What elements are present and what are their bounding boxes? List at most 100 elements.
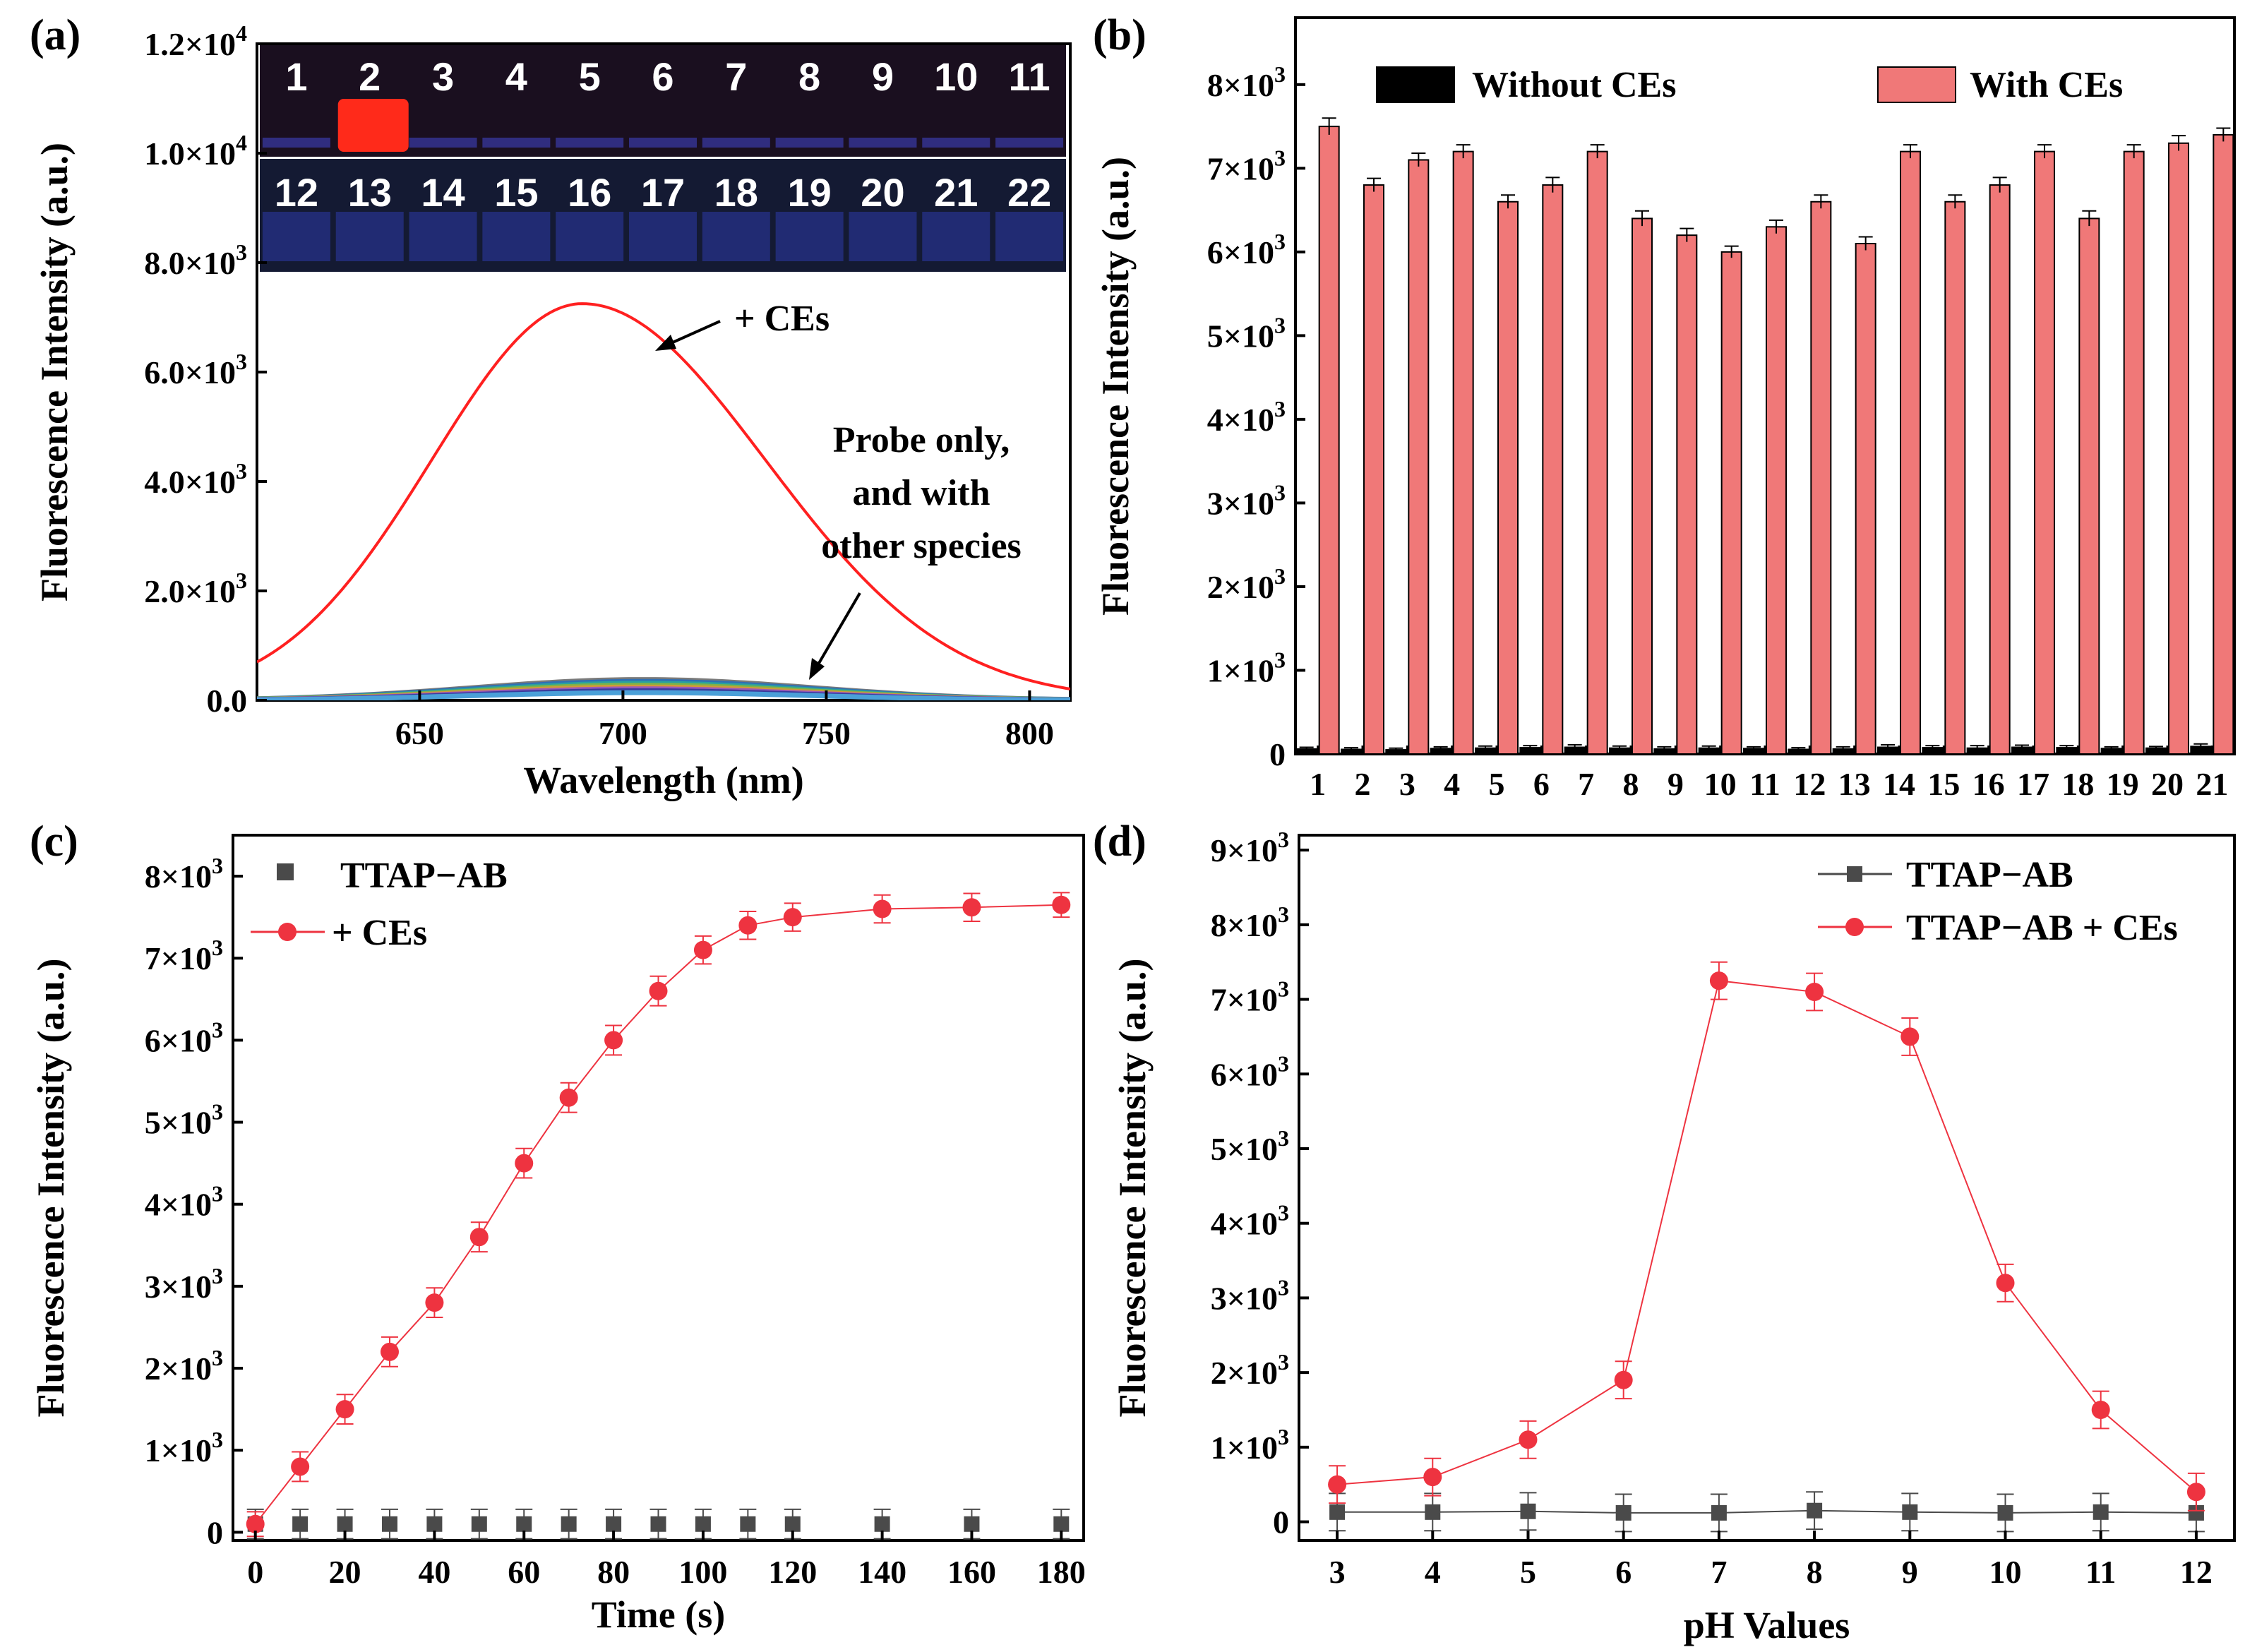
x-tick-label: 700 [599,715,647,751]
series-line [254,904,1062,1525]
vial-base [702,138,770,148]
legend-label-without-ces: Without CEs [1472,65,1676,105]
bar-with-ces [2078,217,2100,755]
vial-number: 7 [725,54,747,99]
data-point-circle [1805,983,1824,1001]
data-point-circle [1519,1430,1538,1449]
bar-with-ces [1408,159,1430,755]
bar-with-ces [1632,217,1653,755]
vial-number: 13 [348,170,392,215]
x-tick-label: 6 [1533,766,1550,802]
x-tick-label: 8 [1807,1554,1823,1590]
bar-with-ces [1720,251,1742,755]
y-tick-label: 0 [1269,736,1286,772]
data-point-circle [380,1342,399,1361]
x-tick-label: 20 [2151,766,2184,802]
data-point-square [1902,1504,1918,1520]
x-tick-label: 16 [1972,766,2005,802]
vial-number: 5 [579,54,601,99]
bar-with-ces [2034,150,2055,755]
vial-number: 1 [285,54,307,99]
x-tick-label: 6 [1615,1554,1632,1590]
data-point-circle [1328,1475,1347,1494]
annotation-probe-only: other species [821,526,1022,566]
x-axis-title-a: Wavelength (nm) [523,759,804,801]
data-point-square [740,1516,756,1532]
legend-label-ttap-ab: TTAP−AB [340,856,508,896]
y-tick-label: 4×103 [145,1181,223,1223]
x-tick-label: 100 [678,1554,727,1590]
x-tick-label: 15 [1927,766,1960,802]
vial-base [556,138,624,148]
vial-body [849,212,917,261]
data-point-circle [2091,1401,2110,1419]
bar-with-ces [1944,200,1966,755]
y-tick-label: 4×103 [1211,1200,1289,1242]
data-point-circle [693,940,712,959]
ces-spectrum-curve [257,302,1070,690]
data-point-circle [873,899,892,918]
x-tick-label: 21 [2196,766,2228,802]
data-point-square [1520,1503,1536,1519]
x-tick-label: 3 [1399,766,1415,802]
x-tick-label: 180 [1037,1554,1086,1590]
data-point-circle [783,908,802,927]
x-tick-label: 7 [1578,766,1594,802]
annotation-arrowhead-ces [655,335,676,351]
y-tick-label: 6×103 [145,1017,223,1058]
data-point-square [1997,1504,2013,1521]
y-tick-label: 8.0×103 [144,239,247,281]
panel-b-selectivity-bar-chart: (b)1 2 3 4 5 6 7 8 9 10 11 12 13 14 15 16 17 18 19 20 2101×1… [1093,11,2236,802]
y-axis-title: Fluorescence Intensity (a.u.) [1111,959,1154,1418]
data-point-square [292,1516,309,1532]
x-axis-title: Time (s) [592,1593,725,1636]
y-tick-label: 4.0×103 [144,458,247,500]
data-point-square [1807,1502,1823,1519]
data-point-square [650,1516,666,1532]
y-tick-label: 6×103 [1207,229,1286,270]
y-tick-label: 5×103 [1211,1125,1289,1167]
series-line [1337,980,2197,1493]
x-tick-label: 40 [418,1554,450,1590]
legend-label-ttap-ab: TTAP−AB [1906,855,2073,895]
x-tick-label: 5 [1520,1554,1536,1590]
y-tick-label: 2×103 [1211,1349,1289,1391]
bar-with-ces [1363,184,1384,755]
vial-number: 16 [568,170,611,215]
y-tick-label: 3×103 [145,1263,223,1305]
data-point-square [337,1516,353,1532]
data-point-circle [1709,971,1728,990]
x-tick-label: 10 [1704,766,1737,802]
y-tick-label: 1.0×104 [144,130,247,172]
y-tick-label: 8×103 [145,853,223,894]
annotation-probe-only: and with [852,473,990,513]
y-tick-label: 6.0×103 [144,349,247,390]
data-point-circle [1614,1370,1633,1389]
y-tick-label: 0 [1273,1504,1289,1540]
y-tick-label: 2×103 [145,1345,223,1387]
bar-with-ces [1542,184,1564,755]
y-tick-label: 7×103 [1211,976,1289,1018]
x-tick-label: 140 [858,1554,906,1590]
vial-body [335,212,404,261]
vial-number: 12 [275,170,318,215]
vial-number: 17 [641,170,685,215]
x-tick-label: 11 [1749,766,1780,802]
data-point-square [381,1516,397,1532]
data-point-circle [1423,1468,1442,1487]
data-point-square [561,1516,577,1532]
data-point-square [784,1516,801,1532]
bar-with-ces [1855,243,1876,755]
x-tick-label: 800 [1005,715,1054,751]
x-tick-label: 3 [1329,1554,1346,1590]
vial-number: 9 [872,54,894,99]
data-point-square [426,1516,443,1532]
data-point-circle [1900,1027,1920,1046]
data-point-square [471,1516,487,1532]
vial-number: 2 [359,54,381,99]
x-tick-label: 10 [1989,1554,2022,1590]
vial-number: 10 [934,54,978,99]
series-line [1337,1509,2196,1514]
